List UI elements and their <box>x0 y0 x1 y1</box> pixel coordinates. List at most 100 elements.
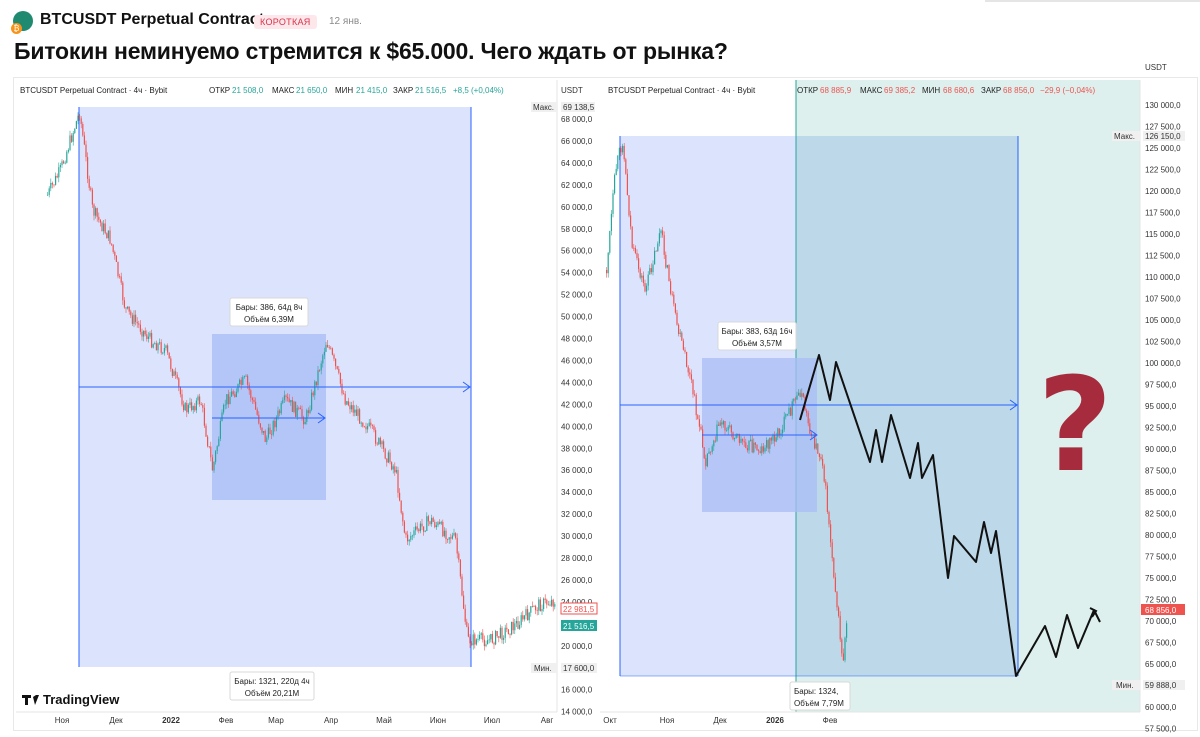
candle <box>163 348 165 353</box>
candle <box>634 247 636 254</box>
candle <box>623 145 625 160</box>
candle <box>726 430 728 432</box>
candle <box>101 222 103 232</box>
candle <box>389 452 391 463</box>
candle <box>53 184 55 186</box>
candle <box>99 219 101 223</box>
candle <box>447 539 449 540</box>
candle <box>543 598 545 610</box>
candle <box>770 437 772 441</box>
candle <box>51 182 53 185</box>
candle <box>514 623 516 631</box>
candle <box>814 434 816 449</box>
time-tick: Июл <box>484 716 501 725</box>
time-tick: Дек <box>109 716 123 725</box>
candle <box>658 233 660 244</box>
post-date: 12 янв. <box>329 16 362 27</box>
candle <box>727 426 729 431</box>
candle <box>370 422 372 426</box>
candle <box>538 599 540 611</box>
candle <box>638 258 640 270</box>
candle <box>279 410 281 414</box>
candle <box>678 324 680 334</box>
candle <box>250 390 252 399</box>
candle <box>434 521 436 528</box>
candle <box>203 407 205 426</box>
left-low: 21 415,0 <box>356 86 388 95</box>
candle <box>63 161 65 164</box>
candle <box>191 402 193 411</box>
candle <box>187 404 189 413</box>
candle <box>109 230 111 244</box>
candle <box>809 423 811 434</box>
candle <box>419 523 421 532</box>
channel-avatar[interactable]: ₿ <box>11 11 33 34</box>
candle <box>841 639 843 654</box>
candle <box>546 599 548 605</box>
price-tick: 50 000,0 <box>561 313 593 322</box>
price-tick: 66 000,0 <box>561 137 593 146</box>
candle <box>66 151 68 163</box>
candle <box>301 409 303 418</box>
price-tick: 16 000,0 <box>561 686 593 695</box>
price-tick: 97 500,0 <box>1145 381 1177 390</box>
candle <box>746 448 748 451</box>
candle <box>551 599 553 606</box>
candle <box>815 443 817 449</box>
left-inner-bars: Бары: 386, 64д 8ч <box>236 303 303 312</box>
price-tick: 100 000,0 <box>1145 359 1181 368</box>
left-symbol: BTCUSDT Perpetual Contract · 4ч · Bybit <box>20 86 168 95</box>
left-open-label: ОТКР <box>209 86 230 95</box>
candle <box>104 223 106 234</box>
candle <box>759 451 761 454</box>
candle <box>639 269 641 278</box>
candle <box>686 351 688 367</box>
forecast-path <box>799 354 1101 677</box>
candle <box>235 391 237 398</box>
candle <box>399 492 401 501</box>
candle <box>493 642 495 645</box>
price-tick: 70 000,0 <box>1145 617 1177 626</box>
candle <box>461 576 463 596</box>
candle <box>367 425 369 430</box>
candle <box>764 447 766 452</box>
candle <box>842 653 844 661</box>
candle <box>706 453 708 467</box>
candle <box>729 425 731 427</box>
candle <box>498 636 500 638</box>
left-min-value: 17 600,0 <box>563 664 595 673</box>
post-title: Битокин неминуемо стремится к $65.000. Ч… <box>14 38 728 64</box>
left-inner-tooltip <box>229 297 309 327</box>
price-tick: 87 500,0 <box>1145 467 1177 476</box>
candle <box>657 243 659 252</box>
candle <box>303 417 305 425</box>
candle <box>320 363 322 371</box>
time-tick: Ноя <box>55 716 70 725</box>
candle <box>143 330 145 337</box>
channel-name[interactable]: BTCUSDT Perpetual Contract <box>40 11 265 28</box>
candle <box>758 450 760 452</box>
left-max-tag <box>531 102 557 112</box>
candle <box>391 462 393 470</box>
candle <box>826 485 828 512</box>
candle <box>654 250 656 265</box>
candle <box>333 354 335 359</box>
candle <box>338 368 340 373</box>
candle <box>646 285 648 292</box>
candle <box>649 268 651 275</box>
right-outer-bars: Бары: 1324, <box>794 687 838 696</box>
candle <box>386 458 388 463</box>
candle <box>416 526 418 530</box>
price-tick: 48 000,0 <box>561 335 593 344</box>
right-price-axis: 130 000,0 127 500,0 125 000,0 122 500,0 120 … <box>1145 101 1181 734</box>
candle <box>440 521 442 524</box>
candle <box>828 511 830 525</box>
candle <box>210 446 212 458</box>
price-tick: 57 500,0 <box>1145 725 1177 734</box>
candle <box>114 251 116 256</box>
arrow-head-icon <box>317 412 326 424</box>
price-tick: 30 000,0 <box>561 532 593 541</box>
candle <box>487 640 489 645</box>
candle <box>224 404 226 406</box>
candle <box>103 223 105 232</box>
